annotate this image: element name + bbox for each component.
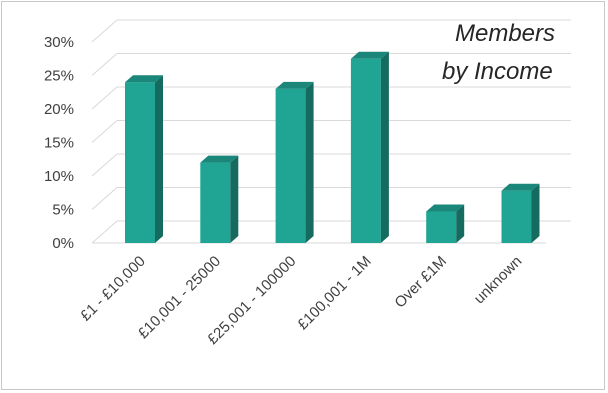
bar	[350, 51, 389, 243]
bar-top	[501, 183, 540, 191]
gridline-perspective	[91, 19, 118, 43]
bar-top	[350, 51, 389, 59]
y-tick-label: 30%	[44, 34, 74, 51]
gridline-perspective	[91, 220, 118, 244]
bar-front	[426, 211, 457, 243]
gridline-perspective	[91, 187, 118, 210]
bar-side	[230, 155, 239, 243]
y-tick-label: 5%	[52, 202, 74, 219]
y-tick-label: 15%	[44, 135, 74, 152]
bar-side	[531, 183, 540, 243]
gridline-perspective	[91, 86, 118, 110]
y-tick-label: 20%	[44, 101, 74, 118]
y-tick-label: 10%	[44, 168, 74, 185]
chart-title-line-2: by Income	[442, 58, 553, 85]
chart-title-line-1: Members	[455, 20, 555, 47]
x-category-label: £1 - £10,000	[77, 253, 149, 325]
gridline-perspective	[91, 153, 118, 177]
bar-top	[200, 155, 239, 163]
bar	[501, 183, 540, 243]
bars	[125, 51, 540, 244]
x-category-label: Over £1M	[391, 253, 450, 312]
gridline-perspective	[91, 120, 118, 143]
bar-front	[501, 190, 532, 243]
gridlines	[91, 19, 571, 244]
bar	[275, 81, 314, 244]
bar-front	[125, 82, 155, 243]
bar-side	[155, 75, 163, 243]
bar-front	[350, 58, 381, 243]
x-category-label: unknown	[471, 253, 525, 307]
bar	[125, 75, 163, 243]
bar-side	[456, 204, 465, 243]
bar-front	[275, 88, 306, 244]
y-tick-label: 25%	[44, 68, 74, 85]
x-axis-labels: £1 - £10,000£10,001 - 25000£25,001 - 100…	[77, 253, 525, 348]
bar	[200, 155, 239, 243]
bar-side	[380, 51, 389, 243]
bar-top	[426, 204, 465, 212]
y-axis-ticks: 0% 5% 10% 15% 20% 25% 30%	[44, 34, 74, 252]
bar-top	[125, 75, 163, 83]
y-tick-label: 0%	[52, 235, 74, 252]
bar	[426, 204, 465, 243]
bar-side	[305, 81, 314, 244]
bar-top	[275, 81, 314, 89]
gridline-perspective	[91, 53, 118, 76]
x-category-label: £100,001 - 1M	[294, 253, 374, 333]
bar-front	[200, 162, 231, 243]
